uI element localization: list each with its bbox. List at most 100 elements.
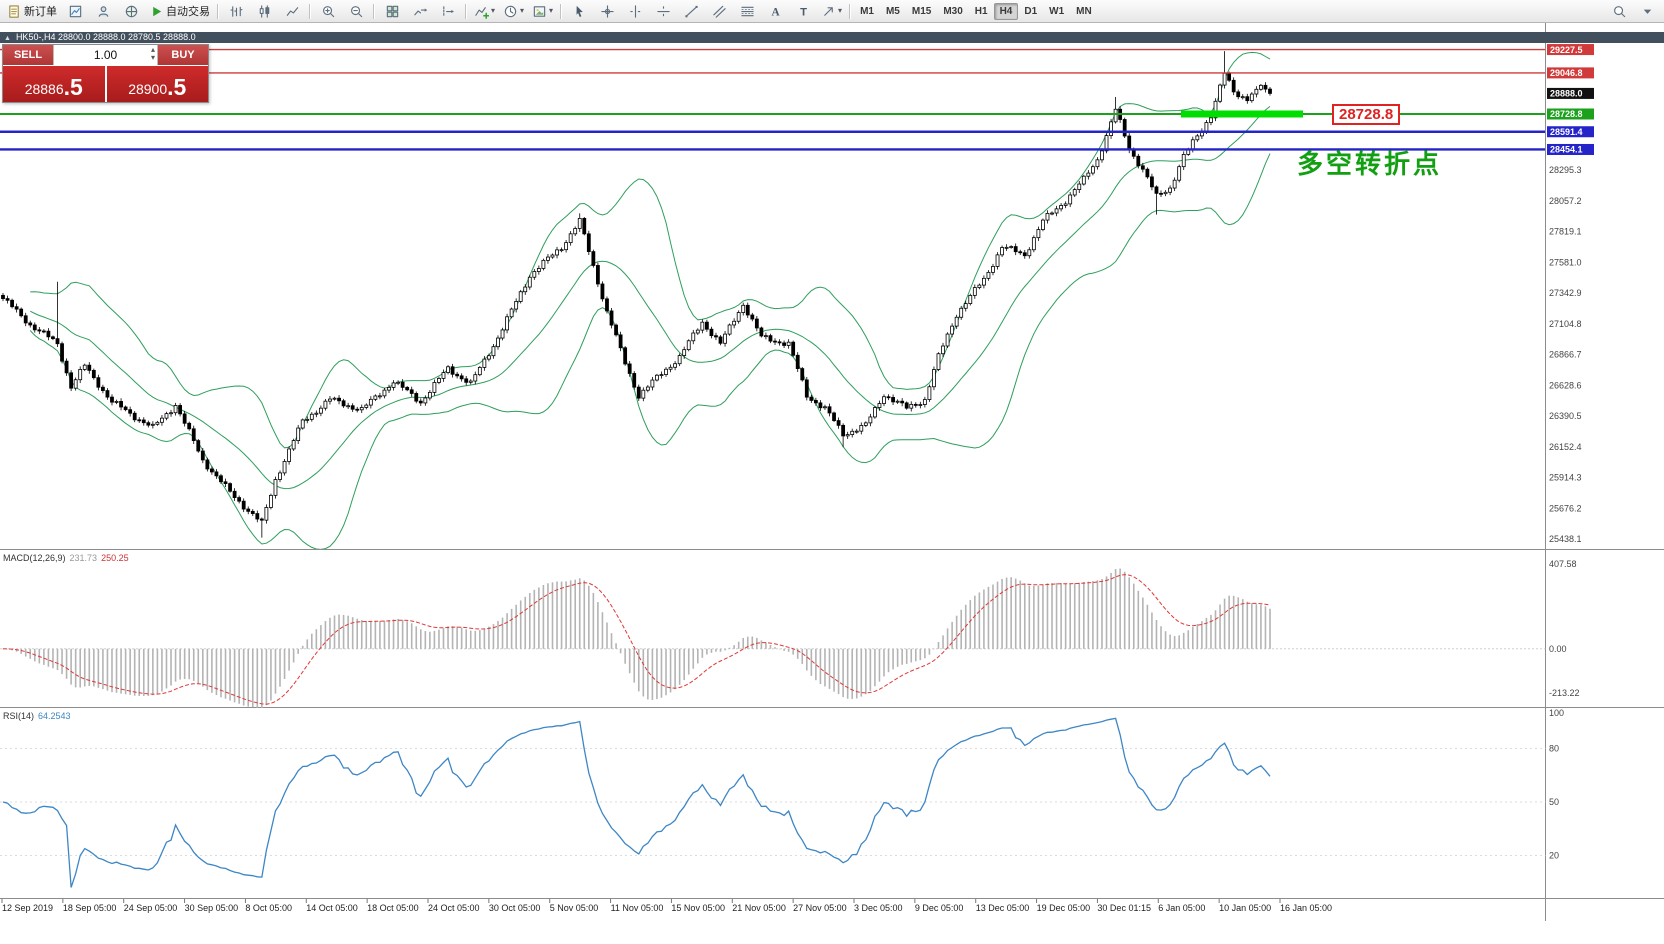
svg-text:13 Dec 05:00: 13 Dec 05:00 [976, 903, 1030, 913]
svg-text:50: 50 [1549, 797, 1559, 807]
crosshair-button[interactable] [593, 1, 621, 22]
cursor-button[interactable] [565, 1, 593, 22]
highlight-line[interactable] [1181, 110, 1303, 118]
chart-window-icon[interactable] [61, 1, 89, 22]
web-request-icon[interactable] [117, 1, 145, 22]
text-label-button[interactable]: T [789, 1, 817, 22]
line-chart-button[interactable] [278, 1, 306, 22]
svg-text:25438.1: 25438.1 [1549, 534, 1582, 544]
svg-text:30 Oct 05:00: 30 Oct 05:00 [489, 903, 541, 913]
buy-button[interactable]: BUY [158, 45, 208, 65]
autotrading-button-label: 自动交易 [166, 6, 210, 18]
chart-annotation[interactable]: 多空转折点 [1297, 149, 1443, 179]
new-order-button[interactable]: 新订单 [3, 1, 61, 22]
periods-button[interactable]: ▾ [499, 1, 528, 22]
one-click-trading-panel: SELL 1.00 ▴ ▾ BUY 28886.5 28900.5 [2, 44, 209, 103]
buy-price-frac: .5 [167, 74, 187, 100]
chart-ohlc-readout: HK50-,H4 28800.0 28888.0 28780.5 28888.0 [15, 32, 196, 42]
candlestick-chart-button[interactable] [250, 1, 278, 22]
collapse-triangle-icon[interactable]: ▲ [4, 35, 11, 42]
indicators-button[interactable]: ▾ [470, 1, 499, 22]
svg-text:21 Nov 05:00: 21 Nov 05:00 [732, 903, 786, 913]
sell-price-button[interactable]: 28886.5 [3, 66, 105, 102]
equidistant-channel-button[interactable] [705, 1, 733, 22]
bollinger-bands [29, 51, 1271, 550]
templates-button[interactable]: ▾ [528, 1, 557, 22]
macd-pane [0, 568, 1546, 708]
volume-input[interactable]: 1.00 ▴ ▾ [53, 45, 158, 65]
svg-text:16 Jan 05:00: 16 Jan 05:00 [1280, 903, 1332, 913]
svg-text:28888.0: 28888.0 [1550, 89, 1583, 99]
candlestick-series [1, 51, 1272, 538]
svg-text:80: 80 [1549, 744, 1559, 754]
volume-value: 1.00 [93, 48, 118, 62]
buy-price-button[interactable]: 28900.5 [104, 66, 208, 102]
popup-menu-button[interactable] [1633, 1, 1661, 22]
arrows-button[interactable]: ▾ [817, 1, 846, 22]
svg-text:12 Sep 2019: 12 Sep 2019 [2, 903, 53, 913]
text-button[interactable]: A [761, 1, 789, 22]
svg-text:5 Nov 05:00: 5 Nov 05:00 [550, 903, 599, 913]
auto-scroll-button[interactable] [406, 1, 434, 22]
rsi-pane [0, 717, 1546, 888]
chart-region[interactable]: 28295.3 28057.2 27819.1 27581.0 27342.9 27104… [0, 23, 1664, 944]
svg-text:24 Sep 05:00: 24 Sep 05:00 [124, 903, 178, 913]
svg-text:28295.3: 28295.3 [1549, 165, 1582, 175]
svg-text:100: 100 [1549, 708, 1564, 718]
svg-text:26866.7: 26866.7 [1549, 350, 1582, 360]
svg-text:25914.3: 25914.3 [1549, 473, 1582, 483]
svg-text:26390.5: 26390.5 [1549, 411, 1582, 421]
timeframe-h1-button[interactable]: H1 [974, 5, 988, 17]
price-level-lines[interactable] [0, 48, 1546, 151]
price-tag [1547, 44, 1594, 56]
autotrading-button[interactable]: 自动交易 [145, 1, 214, 22]
svg-text:18 Sep 05:00: 18 Sep 05:00 [63, 903, 117, 913]
sell-button[interactable]: SELL [3, 45, 53, 65]
volume-down-icon[interactable]: ▾ [150, 53, 155, 62]
fibonacci-button[interactable] [733, 1, 761, 22]
price-axis[interactable] [1547, 44, 1594, 155]
timeframe-mn-button[interactable]: MN [1076, 5, 1092, 17]
tile-windows-button[interactable] [378, 1, 406, 22]
svg-text:28454.1: 28454.1 [1550, 145, 1583, 155]
volume-up-icon[interactable]: ▴ [150, 45, 155, 54]
svg-text:0.00: 0.00 [1549, 644, 1567, 654]
svg-text:24 Oct 05:00: 24 Oct 05:00 [428, 903, 480, 913]
rsi-label: RSI(14) 64.2543 [3, 711, 71, 721]
chart-shift-button[interactable] [434, 1, 462, 22]
macd-label: MACD(12,26,9) 231.73 250.25 [3, 553, 129, 563]
zoom-in-button[interactable] [314, 1, 342, 22]
timeframe-d1-button[interactable]: D1 [1024, 5, 1038, 17]
svg-text:9 Dec 05:00: 9 Dec 05:00 [915, 903, 964, 913]
dropdown-arrow-icon: ▾ [491, 6, 496, 15]
toolbar-separator [465, 3, 467, 19]
timeframe-m5-button[interactable]: M5 [885, 5, 900, 17]
vertical-line-button[interactable] [621, 1, 649, 22]
svg-text:14 Oct 05:00: 14 Oct 05:00 [306, 903, 358, 913]
horizontal-line-button[interactable] [649, 1, 677, 22]
svg-text:27 Nov 05:00: 27 Nov 05:00 [793, 903, 847, 913]
chart-canvas[interactable]: 28295.3 28057.2 27819.1 27581.0 27342.9 27104… [0, 23, 1664, 944]
svg-text:27104.8: 27104.8 [1549, 319, 1582, 329]
trendline-button[interactable] [677, 1, 705, 22]
price-tag [1547, 67, 1594, 79]
svg-text:15 Nov 05:00: 15 Nov 05:00 [671, 903, 725, 913]
timeframe-h4-button[interactable]: H4 [993, 2, 1019, 20]
timeframe-w1-button[interactable]: W1 [1049, 5, 1065, 17]
svg-text:A: A [771, 6, 780, 18]
svg-text:3 Dec 05:00: 3 Dec 05:00 [854, 903, 903, 913]
community-icon[interactable] [89, 1, 117, 22]
time-axis[interactable] [1, 899, 1281, 903]
price-level-callout[interactable]: 28728.8 [1332, 104, 1401, 125]
timeframe-m30-button[interactable]: M30 [943, 5, 963, 17]
timeframe-m1-button[interactable]: M1 [860, 5, 874, 17]
svg-text:30 Dec 01:15: 30 Dec 01:15 [1097, 903, 1151, 913]
timeframe-m15-button[interactable]: M15 [911, 5, 932, 17]
toolbar-separator [373, 3, 375, 19]
search-button[interactable] [1605, 1, 1633, 22]
svg-text:28728.8: 28728.8 [1550, 109, 1583, 119]
bar-chart-button[interactable] [222, 1, 250, 22]
zoom-out-button[interactable] [342, 1, 370, 22]
toolbar-separator [560, 3, 563, 19]
